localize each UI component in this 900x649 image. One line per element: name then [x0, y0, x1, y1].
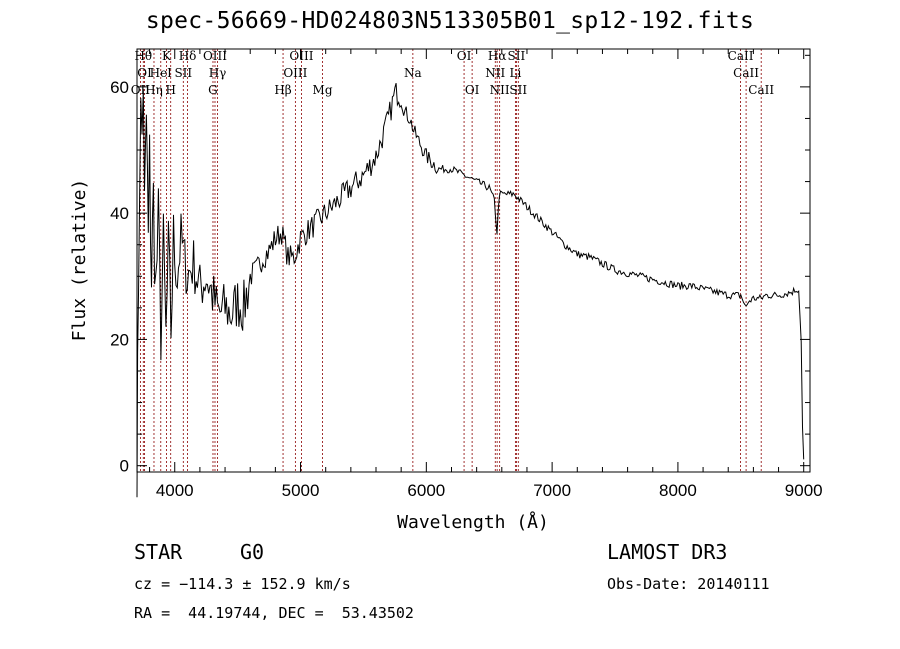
plot-frame: [136, 48, 811, 473]
y-axis-label: Flux (relative): [69, 179, 90, 342]
y-axis: 0 20 40 60: [110, 54, 810, 476]
coordinates: RA = 44.19744, DEC = 53.43502: [134, 604, 414, 622]
line-label: HeI: [150, 66, 173, 80]
survey-name: LAMOST DR3: [607, 540, 728, 564]
spectral-line-markers: [139, 49, 762, 472]
line-label: OI: [465, 83, 480, 97]
line-label: CaII: [733, 66, 759, 80]
line-label: OI: [137, 66, 152, 80]
spectrum-line: [136, 82, 805, 498]
line-label: CaII: [728, 49, 754, 63]
line-label: Hα: [488, 49, 507, 63]
line-label: Mg: [313, 83, 333, 97]
line-label: OIII: [283, 66, 307, 80]
line-label: OI: [457, 49, 472, 63]
line-label: SII: [508, 49, 526, 63]
observation-date: Obs-Date: 20140111: [607, 575, 770, 593]
chart-title: spec-56669-HD024803N513305B01_sp12-192.f…: [145, 8, 755, 34]
line-label: H: [165, 83, 175, 97]
line-label: SII: [174, 66, 192, 80]
y-tick-label: 20: [110, 330, 129, 349]
object-subclass: G0: [240, 540, 265, 564]
x-tick-label: 7000: [533, 481, 571, 500]
line-label: CaII: [748, 83, 774, 97]
line-label: Hη: [145, 83, 163, 97]
line-label: Hγ: [209, 66, 227, 80]
y-tick-label: 40: [110, 204, 129, 223]
line-label: OIII: [289, 49, 313, 63]
line-label: NII: [485, 66, 505, 80]
y-tick-label: 0: [120, 457, 129, 476]
line-label: Na: [404, 66, 422, 80]
line-label: NII: [490, 83, 510, 97]
object-class: STAR: [134, 540, 183, 564]
redshift-value: cz = −114.3 ± 152.9 km/s: [134, 575, 351, 593]
line-label: Hβ: [274, 83, 291, 97]
line-label: K: [162, 49, 172, 63]
x-tick-label: 6000: [407, 481, 445, 500]
line-label: G: [208, 83, 218, 97]
x-tick-label: 9000: [785, 481, 823, 500]
y-tick-label: 60: [110, 78, 129, 97]
line-label: OIII: [203, 49, 227, 63]
x-tick-label: 4000: [156, 481, 194, 500]
x-axis: 4000 5000 6000 7000 8000 9000: [149, 49, 823, 500]
line-label: Hθ: [134, 49, 152, 63]
x-tick-label: 5000: [282, 481, 320, 500]
x-axis-label: Wavelength (Å): [397, 511, 549, 533]
x-tick-label: 8000: [659, 481, 697, 500]
line-label: Hδ: [179, 49, 197, 63]
line-label: Li: [509, 66, 521, 80]
line-label: SII: [509, 83, 527, 97]
